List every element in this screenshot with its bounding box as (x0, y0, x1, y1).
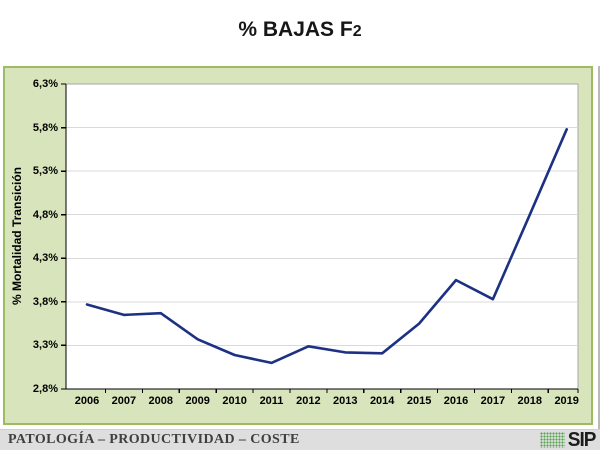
x-tick-label: 2007 (111, 395, 137, 407)
sip-logo-text: SIP (567, 429, 596, 450)
footer-bar: PATOLOGÍA – PRODUCTIVIDAD – COSTE SIP (0, 429, 600, 450)
x-tick-label: 2012 (296, 395, 321, 407)
y-tick-label: 6,3% (32, 78, 58, 90)
x-tick-label: 2011 (259, 395, 284, 407)
plot-background (65, 83, 579, 390)
y-tick-label: 2,8% (32, 383, 58, 395)
x-tick-label: 2008 (148, 395, 174, 407)
y-tick-label: 4,8% (32, 208, 58, 221)
x-tick-label: 2019 (554, 395, 579, 407)
y-tick-label: 5,3% (32, 165, 58, 178)
x-tick-label: 2016 (443, 395, 469, 407)
y-tick-label: 3,3% (32, 339, 58, 352)
x-tick-label: 2014 (369, 395, 395, 407)
sip-logo: SIP (539, 429, 600, 450)
x-tick-label: 2006 (74, 395, 100, 407)
chart-title: % BAJAS F2 (0, 18, 600, 42)
x-tick-label: 2017 (480, 395, 506, 407)
x-tick-label: 2015 (406, 395, 432, 407)
sip-logo-dots-icon (539, 432, 565, 448)
chart-title-text: % BAJAS F (238, 18, 353, 41)
footer-text: PATOLOGÍA – PRODUCTIVIDAD – COSTE (8, 432, 300, 447)
x-tick-label: 2009 (185, 395, 210, 407)
panel-right-edge (598, 66, 600, 429)
x-tick-label: 2013 (333, 395, 358, 407)
chart-title-subscript: 2 (352, 23, 362, 40)
x-tick-label: 2010 (222, 395, 247, 407)
data-line-series (85, 127, 569, 365)
y-tick-label: 4,3% (32, 252, 58, 265)
y-tick-label: 3,8% (32, 295, 58, 308)
line-chart (61, 83, 579, 393)
y-tick-label: 5,8% (32, 121, 58, 134)
x-tick-label: 2018 (517, 395, 543, 407)
